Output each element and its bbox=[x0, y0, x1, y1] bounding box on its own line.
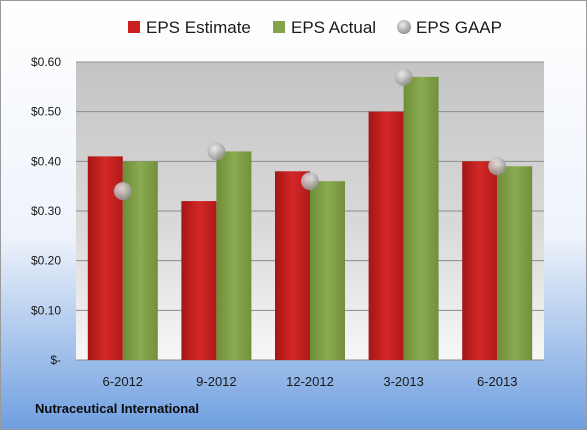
y-tick-label: $- bbox=[50, 353, 61, 367]
gaap-points bbox=[113, 67, 507, 201]
y-tick-label: $0.20 bbox=[31, 254, 61, 268]
bar-eps-estimate bbox=[275, 171, 310, 360]
legend-swatch-actual bbox=[273, 21, 285, 33]
legend: EPS Estimate EPS Actual EPS GAAP bbox=[128, 18, 502, 37]
legend-label-gaap: EPS GAAP bbox=[416, 18, 502, 37]
point-eps-gaap bbox=[113, 182, 132, 201]
point-eps-gaap bbox=[301, 172, 319, 191]
point-eps-gaap bbox=[488, 157, 507, 176]
x-tick-label: 6-2012 bbox=[103, 374, 143, 389]
y-tick-label: $0.40 bbox=[31, 154, 61, 168]
bar-eps-actual bbox=[216, 151, 252, 360]
y-tick-label: $0.10 bbox=[31, 303, 61, 317]
y-tick-label: $0.50 bbox=[31, 105, 61, 119]
bar-eps-estimate bbox=[462, 161, 498, 360]
legend-swatch-gaap bbox=[397, 20, 411, 34]
legend-label-estimate: EPS Estimate bbox=[146, 18, 251, 37]
x-axis-ticks: 6-2012 9-2012 12-2012 3-2013 6-2013 bbox=[103, 374, 518, 389]
bar-eps-estimate bbox=[181, 201, 217, 360]
bar-eps-estimate bbox=[368, 111, 404, 361]
x-tick-label: 9-2012 bbox=[196, 374, 236, 389]
bar-eps-actual bbox=[497, 166, 533, 360]
bars bbox=[87, 76, 533, 361]
point-eps-gaap bbox=[207, 142, 226, 161]
y-tick-label: $0.30 bbox=[31, 204, 61, 218]
company-name: Nutraceutical International bbox=[35, 401, 199, 416]
legend-swatch-estimate bbox=[128, 21, 140, 33]
x-tick-label: 6-2013 bbox=[477, 374, 517, 389]
point-eps-gaap bbox=[394, 67, 413, 86]
bar-eps-actual bbox=[310, 181, 345, 360]
y-axis-ticks: $- $0.10 $0.20 $0.30 $0.40 $0.50 $0.60 bbox=[31, 55, 61, 367]
bar-eps-actual bbox=[403, 76, 439, 361]
x-tick-label: 12-2012 bbox=[286, 374, 334, 389]
y-tick-label: $0.60 bbox=[31, 55, 61, 69]
x-tick-label: 3-2013 bbox=[383, 374, 423, 389]
legend-label-actual: EPS Actual bbox=[291, 18, 376, 37]
